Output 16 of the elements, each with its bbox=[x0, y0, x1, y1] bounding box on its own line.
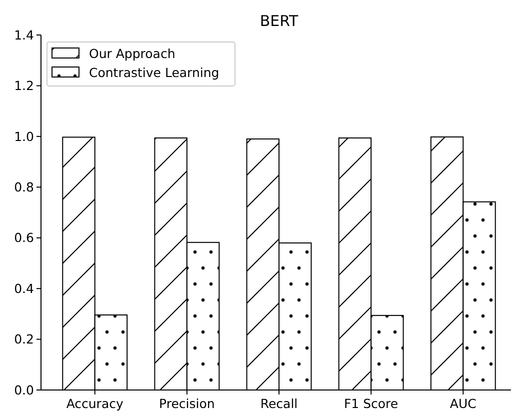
y-tick-label: 0.8 bbox=[14, 180, 34, 195]
y-tick-label: 0.4 bbox=[14, 280, 34, 296]
x-tick-label: Accuracy bbox=[66, 396, 124, 411]
y-tick-label: 1.0 bbox=[14, 128, 34, 144]
y-tick-label: 0.0 bbox=[14, 382, 34, 398]
legend-label: Our Approach bbox=[89, 46, 176, 61]
x-tick-label: AUC bbox=[450, 396, 477, 411]
x-tick-label: Recall bbox=[260, 396, 298, 411]
y-tick-label: 0.2 bbox=[14, 332, 34, 347]
x-tick-label: Precision bbox=[159, 396, 215, 411]
chart-title: BERT bbox=[260, 12, 299, 30]
y-tick-label: 1.4 bbox=[14, 27, 34, 42]
y-tick-label: 1.2 bbox=[14, 78, 34, 94]
x-tick-label: F1 Score bbox=[344, 396, 398, 411]
y-tick-label: 0.6 bbox=[14, 230, 34, 246]
legend-label: Contrastive Learning bbox=[89, 65, 220, 80]
